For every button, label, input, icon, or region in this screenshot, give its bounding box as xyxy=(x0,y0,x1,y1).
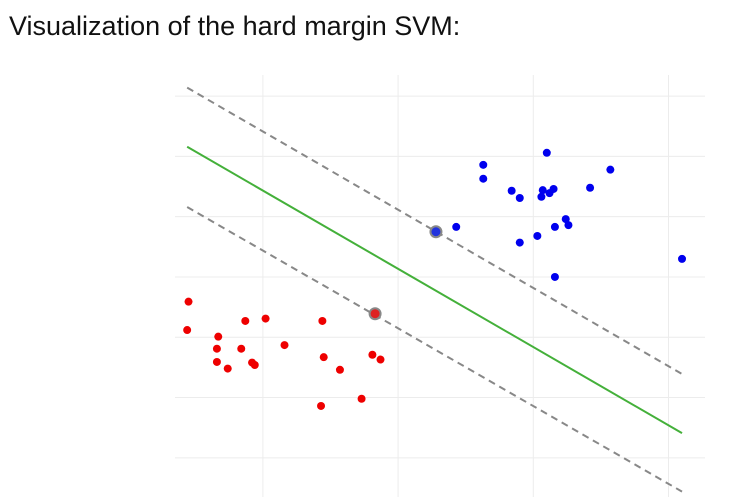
point xyxy=(561,215,570,224)
point xyxy=(335,365,344,374)
support-vector xyxy=(368,307,382,321)
point xyxy=(241,316,250,325)
point xyxy=(212,344,221,353)
point xyxy=(542,148,551,157)
point xyxy=(317,401,326,410)
point xyxy=(537,192,546,201)
point xyxy=(479,174,488,183)
point xyxy=(550,272,559,281)
point xyxy=(250,360,259,369)
point xyxy=(223,364,232,373)
point xyxy=(549,184,558,193)
point xyxy=(280,341,289,350)
point xyxy=(261,314,270,323)
point xyxy=(507,186,516,195)
point xyxy=(214,332,223,341)
point xyxy=(550,222,559,231)
point xyxy=(212,357,221,366)
point xyxy=(183,326,192,335)
decision-boundary xyxy=(186,145,683,434)
point xyxy=(586,183,595,192)
point xyxy=(237,344,246,353)
point xyxy=(678,254,687,263)
point xyxy=(184,297,193,306)
point xyxy=(538,186,547,195)
point xyxy=(357,394,366,403)
point xyxy=(515,193,524,202)
point xyxy=(318,316,327,325)
margin-line xyxy=(186,206,683,493)
point xyxy=(479,160,488,169)
point xyxy=(515,238,524,247)
point xyxy=(368,350,377,359)
point xyxy=(376,355,385,364)
point xyxy=(452,222,461,231)
point xyxy=(319,353,328,362)
point xyxy=(533,231,542,240)
chart-title: Visualization of the hard margin SVM: xyxy=(9,11,460,41)
point xyxy=(606,165,615,174)
point xyxy=(564,221,573,230)
support-vector xyxy=(429,225,443,239)
